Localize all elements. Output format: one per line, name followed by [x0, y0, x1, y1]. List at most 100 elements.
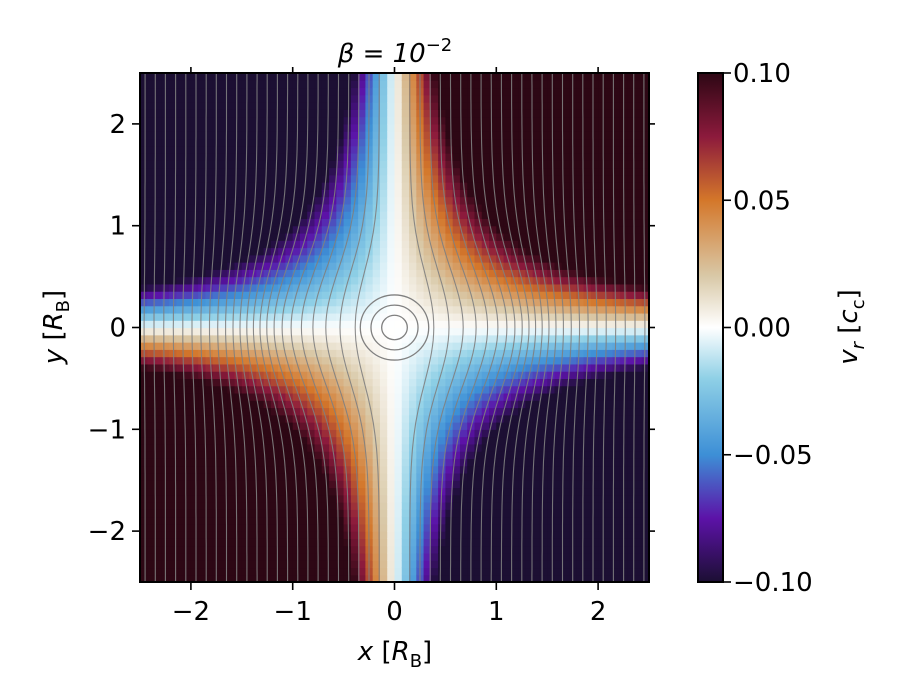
heatmap-cell [438, 574, 446, 582]
heatmap-cell [445, 480, 454, 489]
heatmap-cell [525, 240, 534, 249]
heatmap-cell [496, 531, 505, 539]
heatmap-cell [249, 392, 257, 401]
heatmap-cell [641, 131, 649, 140]
heatmap-cell [336, 283, 345, 292]
heatmap-cell [510, 502, 519, 510]
heatmap-cell [452, 262, 461, 270]
heatmap-cell [590, 182, 599, 190]
heatmap-cell [358, 414, 367, 423]
heatmap-cell [365, 451, 374, 459]
heatmap-cell [474, 487, 483, 496]
heatmap-cell [147, 502, 156, 510]
streamlines [143, 73, 646, 582]
heatmap-cell [256, 487, 265, 496]
heatmap-cell [481, 116, 490, 125]
heatmap-cell [394, 254, 403, 263]
heatmap-cell [292, 407, 301, 416]
heatmap-cell [503, 87, 512, 96]
heatmap-cell [503, 218, 512, 227]
heatmap-cell [452, 160, 461, 169]
heatmap-cell [554, 312, 563, 321]
heatmap-cell [423, 80, 432, 89]
heatmap-cell [234, 123, 243, 132]
heatmap-cell [445, 334, 454, 343]
heatmap-cell [249, 102, 257, 110]
heatmap-cell [154, 494, 163, 503]
heatmap-cell [474, 189, 483, 198]
heatmap-cell [430, 458, 439, 467]
heatmap-cell [438, 109, 446, 118]
heatmap-cell [161, 429, 170, 438]
heatmap-cell [358, 567, 367, 576]
heatmap-cell [292, 392, 301, 401]
heatmap-cell [219, 342, 228, 350]
heatmap-cell [176, 545, 185, 554]
heatmap-cell [489, 378, 497, 387]
heatmap-cell [140, 80, 148, 89]
heatmap-cell [561, 182, 570, 190]
heatmap-cell [561, 320, 570, 329]
heatmap-cell [510, 531, 519, 539]
heatmap-cell [219, 531, 228, 539]
heatmap-cell [350, 363, 359, 372]
heatmap-cell [336, 538, 345, 547]
heatmap-cell [278, 538, 287, 547]
heatmap-cell [619, 312, 628, 321]
heatmap-cell [285, 385, 294, 394]
heatmap-cell [379, 189, 388, 198]
heatmap-cell [641, 487, 649, 496]
heatmap-cell [590, 378, 599, 387]
heatmap-cell [525, 298, 534, 307]
heatmap-cell [641, 305, 649, 314]
heatmap-cell [321, 262, 330, 270]
heatmap-cell [154, 232, 163, 241]
heatmap-cell [503, 167, 512, 176]
streamline [339, 73, 370, 582]
heatmap-cell [489, 73, 497, 81]
heatmap-cell [387, 502, 396, 510]
heatmap-cell [219, 189, 228, 198]
heatmap-cell [154, 509, 163, 518]
heatmap-cell [154, 472, 163, 481]
heatmap-cell [605, 80, 614, 89]
heatmap-cell [525, 509, 534, 518]
heatmap-cell [452, 494, 461, 503]
heatmap-cell [285, 152, 294, 161]
heatmap-cell [598, 538, 606, 547]
streamline [239, 73, 258, 582]
heatmap-cell [212, 480, 221, 489]
heatmap-cell [409, 131, 417, 140]
heatmap-cell [307, 254, 316, 263]
heatmap-cell [140, 560, 148, 569]
heatmap-cell [561, 327, 570, 336]
heatmap-cell [219, 80, 228, 89]
heatmap-cell [605, 116, 614, 125]
heatmap-cell [219, 102, 228, 110]
heatmap-cell [416, 203, 425, 212]
heatmap-cell [452, 94, 461, 103]
heatmap-cell [154, 291, 163, 300]
heatmap-cell [292, 429, 301, 438]
heatmap-cell [561, 269, 570, 278]
heatmap-cell [423, 516, 432, 525]
heatmap-cell [205, 509, 214, 518]
heatmap-cell [481, 262, 490, 270]
heatmap-cell [401, 276, 410, 285]
heatmap-cell [452, 451, 461, 459]
heatmap-cell [299, 342, 308, 350]
heatmap-cell [241, 232, 250, 241]
heatmap-cell [445, 138, 454, 147]
heatmap-cell [154, 262, 163, 270]
heatmap-cell [343, 320, 352, 329]
heatmap-cell [358, 509, 367, 518]
heatmap-cell [481, 487, 490, 496]
heatmap-cell [409, 545, 417, 554]
heatmap-cell [612, 283, 621, 292]
heatmap-cell [372, 480, 381, 489]
heatmap-cell [198, 516, 207, 525]
heatmap-cell [183, 109, 192, 118]
heatmap-cell [227, 312, 236, 321]
heatmap-cell [169, 443, 177, 452]
heatmap-cell [365, 443, 374, 452]
